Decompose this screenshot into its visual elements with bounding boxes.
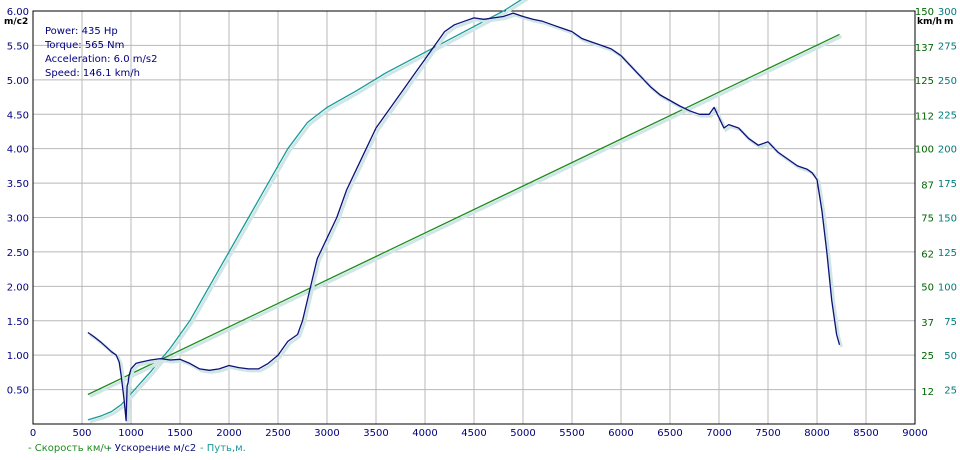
left-tick-label: 4.50 [7,110,29,121]
left-tick-label: 4.00 [7,145,29,156]
right-speed-tick-label: 75 [921,214,934,225]
x-tick-label: 3000 [314,428,339,439]
x-tick-label: 0 [30,428,36,439]
right-speed-tick-label: 150 [915,7,934,18]
right-path-tick-label: 300 [938,7,957,18]
x-tick-label: 9000 [902,428,927,439]
grid [33,11,915,424]
right-path-tick-label: 75 [944,317,957,328]
right-path-tick-label: 125 [938,248,957,259]
x-tick-label: 3500 [363,428,388,439]
x-tick-label: 5500 [559,428,584,439]
left-tick-label: 5.50 [7,41,29,52]
right-path-tick-label: 100 [938,282,957,293]
left-tick-label: 6.00 [7,7,29,18]
left-tick-label: 5.00 [7,76,29,87]
right-path-tick-label: 175 [938,179,957,190]
info-power: Power: 435 Hp [45,26,118,37]
right-speed-tick-label: 50 [921,282,934,293]
speed-series-line-shadow [89,35,843,398]
x-tick-label: 7000 [706,428,731,439]
info-box: Power: 435 Hp Torque: 565 Nm Acceleratio… [44,26,157,79]
x-tick-label: 8500 [853,428,878,439]
x-tick-label: 4500 [461,428,486,439]
x-tick-label: 6500 [657,428,682,439]
right-speed-tick-label: 12 [921,387,934,398]
right-path-tick-label: 275 [938,41,957,52]
right-path-tick-label: 150 [938,214,957,225]
left-tick-label: 1.00 [7,351,29,362]
speed-series-line [87,33,840,396]
right-speed-tick-label: 25 [921,351,934,362]
info-acceleration: Acceleration: 6.0 m/s2 [45,54,157,65]
left-tick-label: 1.50 [7,317,29,328]
left-axis-unit: m/c2 [4,17,28,27]
right-path-tick-label: 225 [938,110,957,121]
x-tick-label: 4000 [412,428,437,439]
left-tick-label: 2.50 [7,248,29,259]
right-path-tick-label: 250 [938,76,957,87]
right-speed-tick-label: 87 [921,180,934,191]
right-speed-tick-label: 112 [915,112,934,123]
right-speed-tick-label: 62 [921,249,934,260]
x-tick-label: 6000 [608,428,633,439]
right-axis-speed-unit: km/h [917,17,942,27]
right-axis-path-unit: m [944,17,953,27]
right-speed-tick-label: 100 [915,145,934,156]
right-path-tick-label: 200 [938,145,957,156]
left-tick-label: 2.00 [7,282,29,293]
left-tick-label: 3.50 [7,179,29,190]
legend: - Скорость км/ч - Ускорение м/с2 - Путь,… [28,443,246,454]
right-speed-tick-label: 37 [921,318,934,329]
left-tick-label: 3.00 [7,214,29,225]
plot-frame [32,10,916,425]
legend-path: - Путь,м. [200,443,246,454]
x-tick-label: 2000 [216,428,241,439]
series-layer [87,0,843,424]
right-speed-tick-label: 137 [915,43,934,54]
path-series-line-shadow [89,0,529,424]
x-tick-label: 1500 [167,428,192,439]
acceleration-series-line-shadow [89,13,843,423]
info-speed: Speed: 146.1 km/h [45,68,140,79]
x-tick-label: 1000 [118,428,143,439]
x-tick-label: 5000 [510,428,535,439]
x-tick-label: 2500 [265,428,290,439]
x-tick-label: 8000 [804,428,829,439]
legend-speed: - Скорость км/ч [28,443,110,454]
left-tick-label: 0.50 [7,386,29,397]
info-torque: Torque: 565 Nm [44,40,124,51]
path-series-line [87,0,523,421]
acceleration-series-line [87,12,841,422]
x-tick-label: 7500 [755,428,780,439]
right-speed-tick-label: 125 [915,76,934,87]
legend-accel: - Ускорение м/с2 [108,443,196,454]
right-path-tick-label: 25 [944,386,957,397]
axis-layer: 0 500 1000 1500 2000 2500 3000 3500 4000 4500 5000… [7,7,957,439]
right-path-tick-label: 50 [944,351,957,362]
x-tick-label: 500 [72,428,91,439]
